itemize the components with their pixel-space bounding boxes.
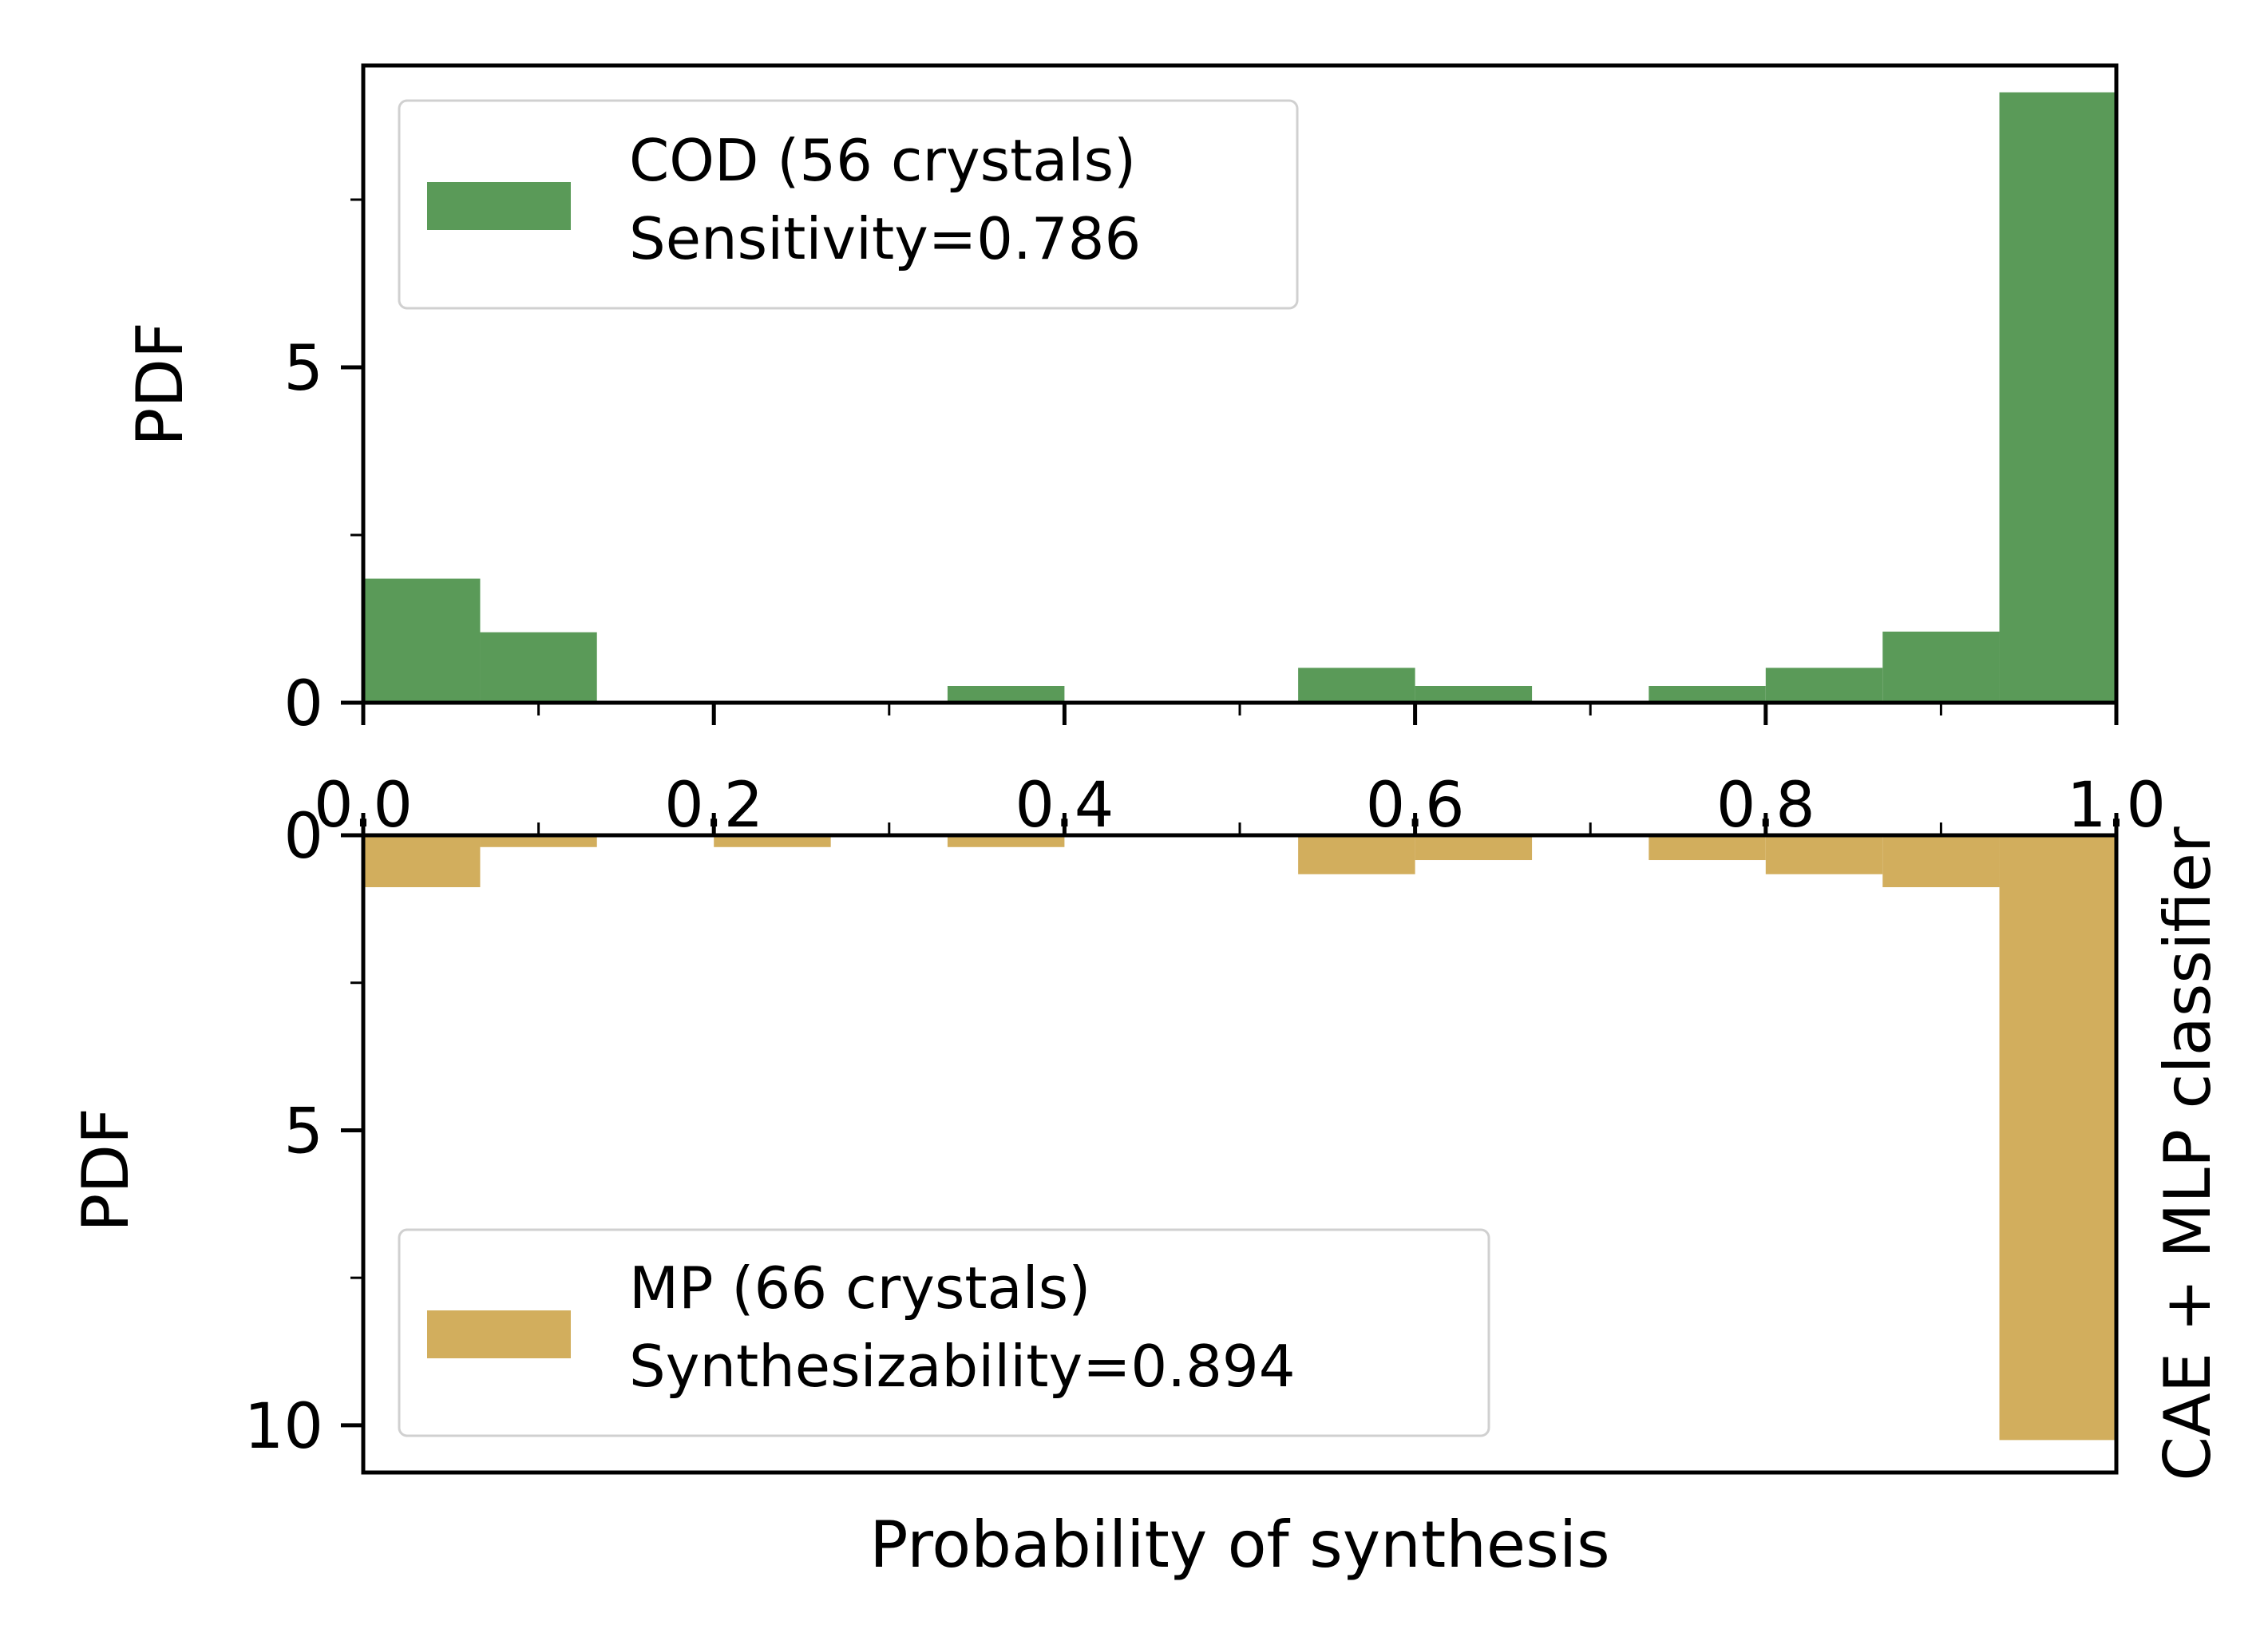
top-legend: COD (56 crystals) Sensitivity=0.786 xyxy=(398,99,1299,310)
x-axis-label: Probability of synthesis xyxy=(869,1508,1609,1582)
bottom-legend-line-1: MP (66 crystals) xyxy=(629,1254,1090,1322)
top-bar xyxy=(1298,668,1415,703)
top-legend-line-2: Sensitivity=0.786 xyxy=(629,205,1141,272)
bottom-legend-line-2: Synthesizability=0.894 xyxy=(629,1333,1296,1400)
top-bar xyxy=(1765,668,1883,703)
top-bar xyxy=(1415,686,1533,703)
bottom-y-tick-label: 0 xyxy=(283,801,323,873)
bottom-axes-frame xyxy=(361,833,2119,1475)
top-bars xyxy=(363,92,2116,704)
bottom-bar xyxy=(1765,835,1883,874)
top-bar xyxy=(1649,686,1766,703)
bottom-legend-box xyxy=(398,1228,1490,1437)
top-bar xyxy=(1999,92,2116,704)
bottom-panel: 0 5 10 PDF Probability of synthesis CAE + … xyxy=(69,801,2225,1582)
top-bar xyxy=(480,632,597,703)
bottom-bar xyxy=(1298,835,1415,874)
bottom-legend: MP (66 crystals) Synthesizability=0.894 xyxy=(398,1228,1490,1437)
top-y-tick-label: 5 xyxy=(283,333,323,405)
bottom-bar xyxy=(480,835,597,847)
top-legend-swatch xyxy=(427,182,571,230)
bottom-y-tick-label: 10 xyxy=(244,1391,323,1463)
bottom-bar xyxy=(1649,835,1766,861)
top-bar xyxy=(363,578,481,703)
right-side-label: CAE + MLP classifier xyxy=(2151,826,2225,1481)
bottom-bar xyxy=(363,835,481,888)
top-legend-line-1: COD (56 crystals) xyxy=(629,127,1136,194)
bottom-legend-swatch xyxy=(427,1310,571,1358)
top-y-tick-label: 0 xyxy=(283,668,323,740)
top-legend-box xyxy=(398,99,1299,310)
bottom-bar xyxy=(714,835,831,847)
bottom-bar xyxy=(1415,835,1533,861)
top-panel: 0.0 0.2 0.4 0.6 0.8 1.005 PDF COD (56 crystal… xyxy=(123,63,2166,842)
bottom-bar xyxy=(1882,835,2000,888)
bottom-bar xyxy=(947,835,1065,847)
bottom-ticks: 0 5 10 xyxy=(244,801,2119,1463)
bottom-y-axis-label: PDF xyxy=(69,1108,143,1232)
top-bar xyxy=(947,686,1065,703)
top-y-axis-label: PDF xyxy=(123,322,197,446)
bottom-y-tick-label: 5 xyxy=(283,1096,323,1167)
bottom-bars xyxy=(363,835,2116,1441)
bottom-bar xyxy=(1999,835,2116,1441)
top-bar xyxy=(1882,631,2000,703)
top-axes-frame xyxy=(361,63,2119,705)
